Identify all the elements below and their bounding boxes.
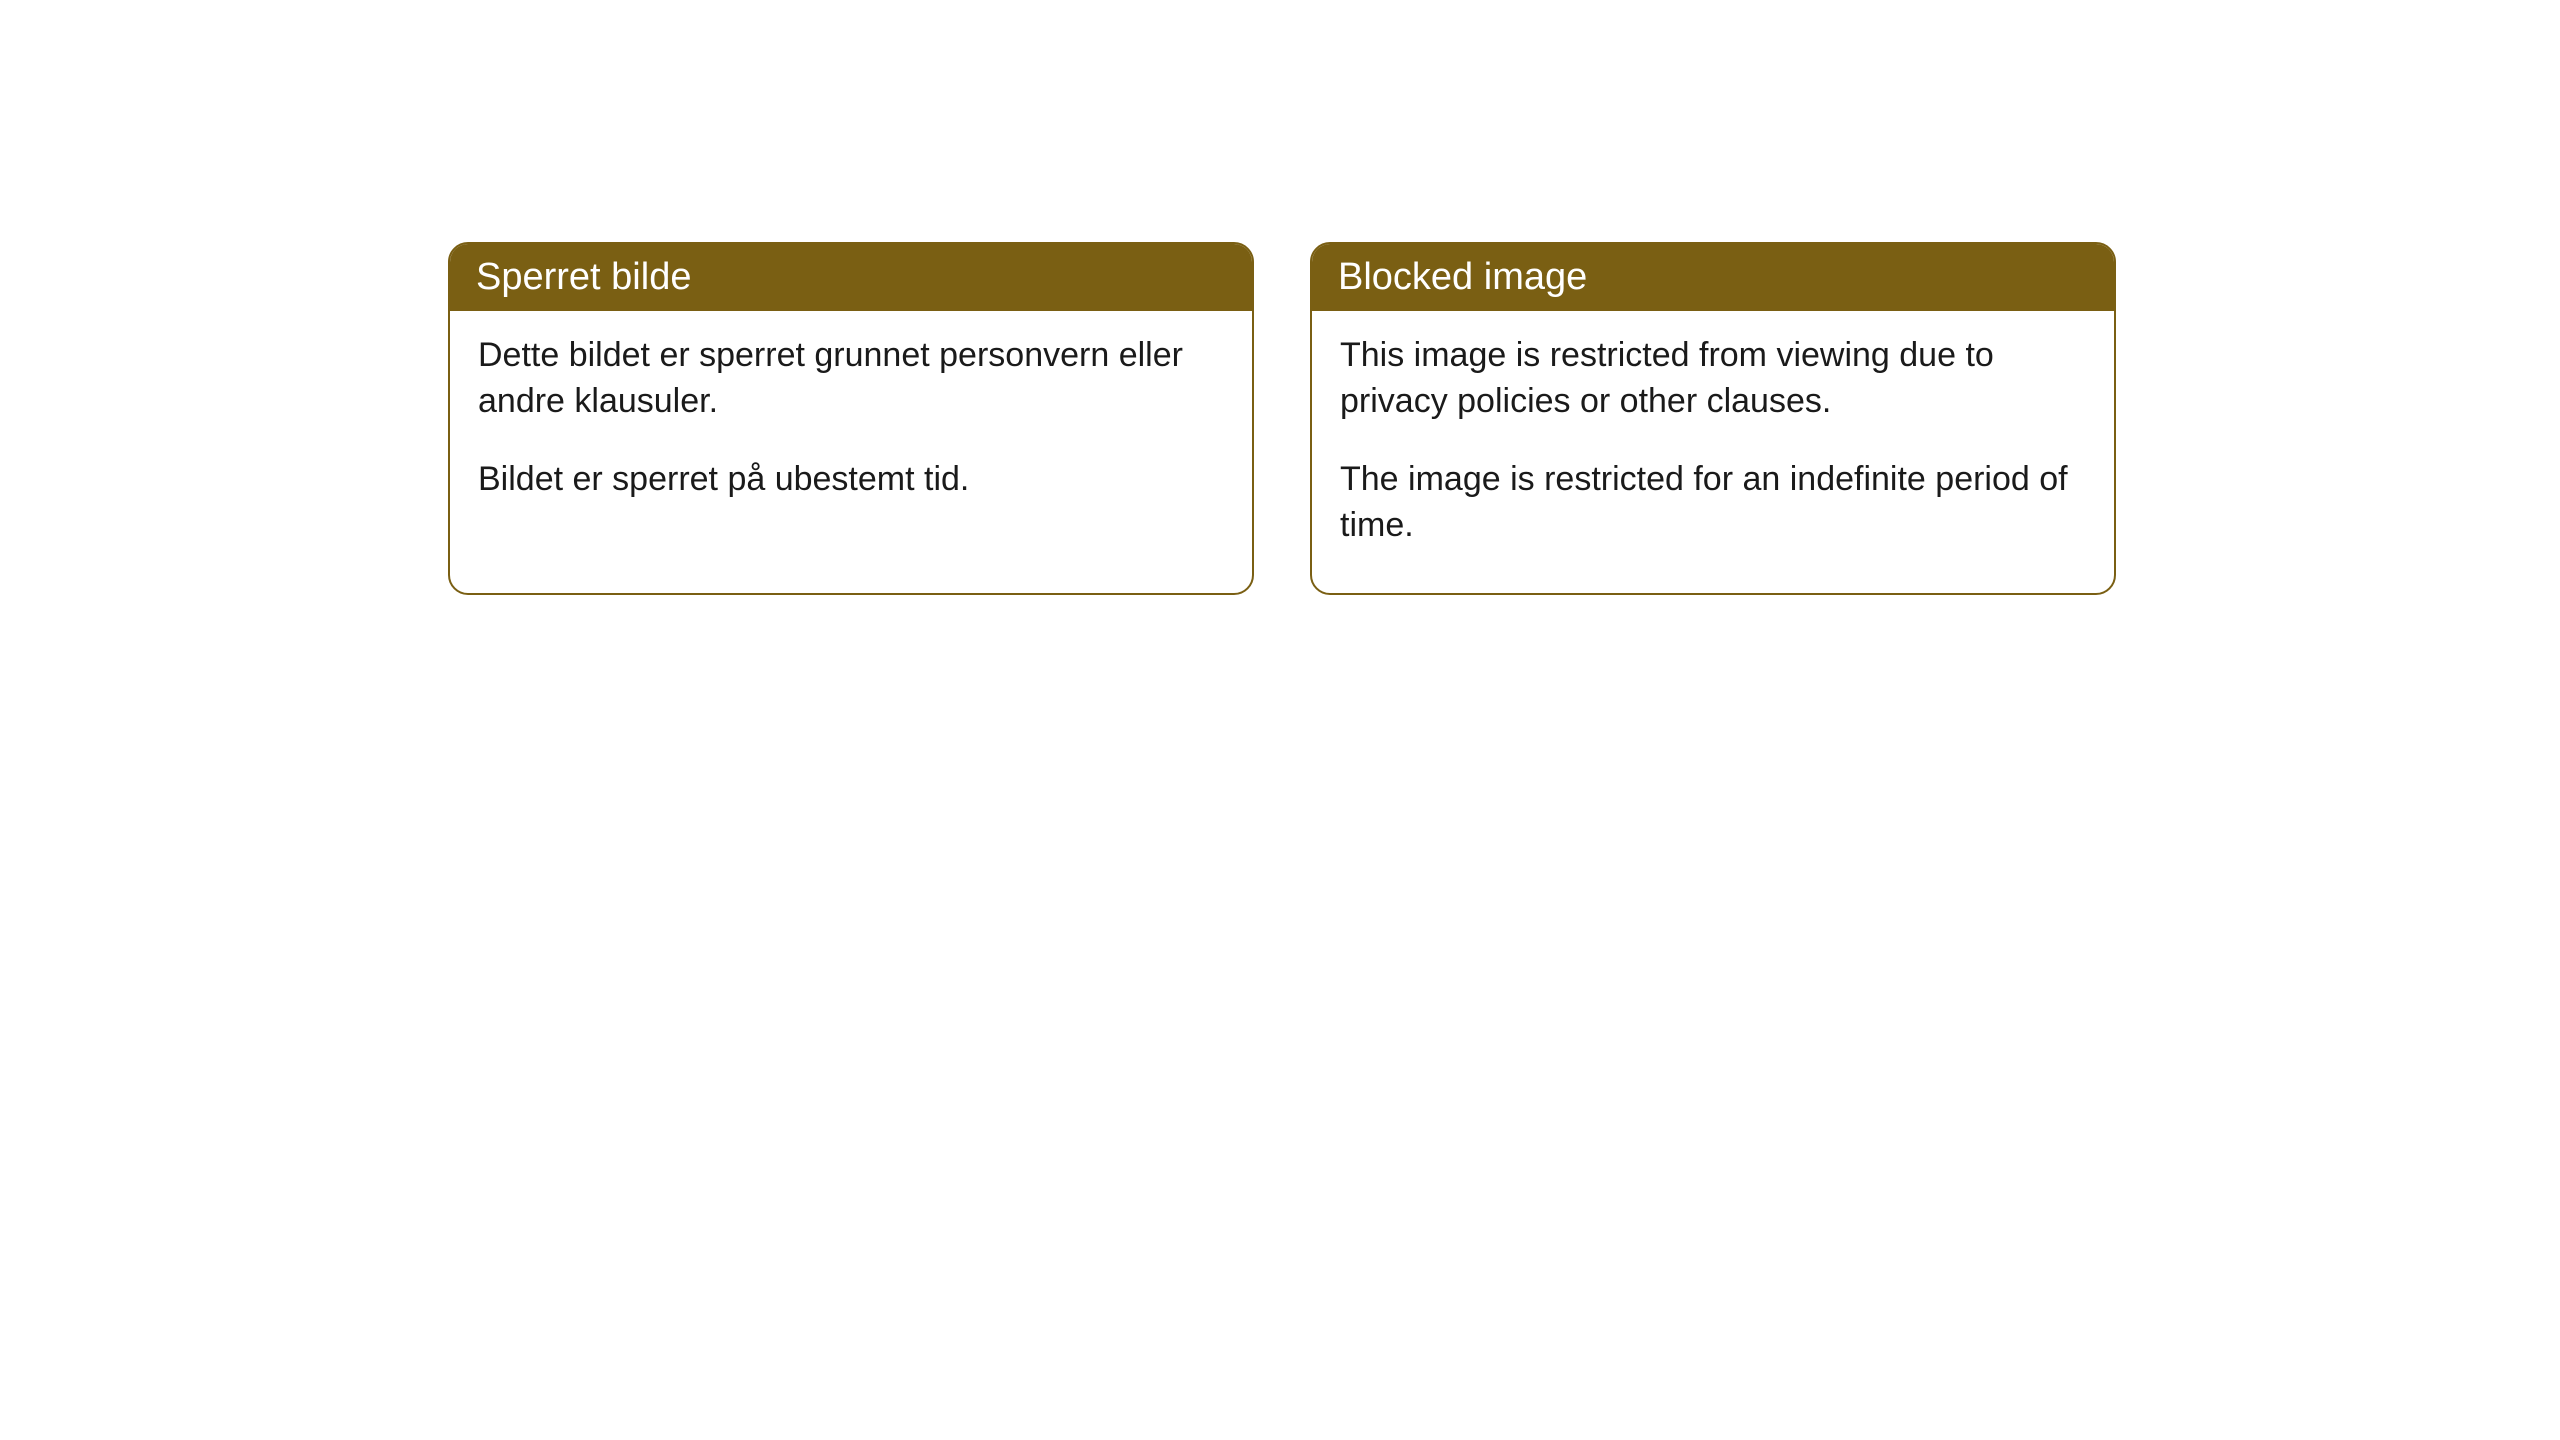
notice-cards-container: Sperret bilde Dette bildet er sperret gr… <box>0 0 2560 595</box>
card-header: Sperret bilde <box>450 244 1252 311</box>
card-body: This image is restricted from viewing du… <box>1312 311 2114 593</box>
card-paragraph: This image is restricted from viewing du… <box>1340 333 2086 425</box>
card-header: Blocked image <box>1312 244 2114 311</box>
card-paragraph: Dette bildet er sperret grunnet personve… <box>478 333 1224 425</box>
notice-card-norwegian: Sperret bilde Dette bildet er sperret gr… <box>448 242 1254 595</box>
card-body: Dette bildet er sperret grunnet personve… <box>450 311 1252 547</box>
notice-card-english: Blocked image This image is restricted f… <box>1310 242 2116 595</box>
card-paragraph: The image is restricted for an indefinit… <box>1340 457 2086 549</box>
card-paragraph: Bildet er sperret på ubestemt tid. <box>478 457 1224 503</box>
